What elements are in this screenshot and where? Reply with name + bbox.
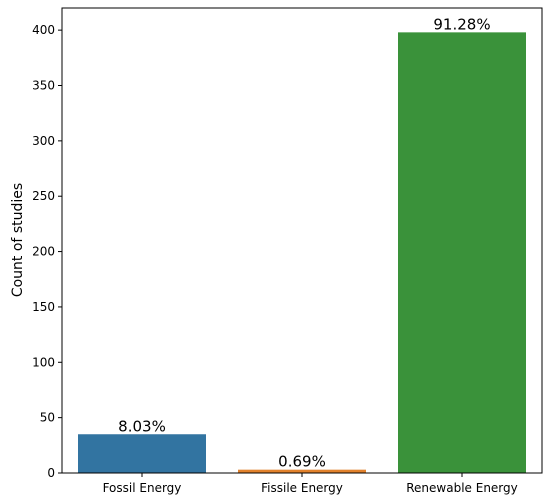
x-tick-label-1: Fissile Energy	[261, 481, 343, 495]
bar-1	[238, 469, 366, 473]
y-tick-label-4: 200	[32, 245, 55, 259]
axes-layer: Fossil Energy Fissile Energy Renewable Ene…	[32, 7, 543, 495]
x-tick-label-2: Renewable Energy	[406, 481, 518, 495]
y-tick-label-3: 150	[32, 300, 55, 314]
bar-data-label-0: 8.03%	[118, 417, 166, 435]
y-tick-label-8: 400	[32, 23, 55, 37]
data-labels-layer: 8.03% 0.69% 91.28%	[118, 15, 490, 470]
y-tick-label-0: 0	[47, 466, 55, 480]
y-tick-label-1: 50	[40, 411, 55, 425]
y-tick-label-2: 100	[32, 355, 55, 369]
bar-data-label-2: 91.28%	[433, 15, 490, 33]
y-axis-title: Count of studies	[10, 183, 26, 297]
x-tick-label-0: Fossil Energy	[103, 481, 182, 495]
y-tick-label-6: 300	[32, 134, 55, 148]
plot-frame	[61, 7, 543, 474]
bar-0	[78, 434, 206, 473]
bar-data-label-1: 0.69%	[278, 453, 326, 471]
bar-2	[398, 32, 526, 473]
bars-layer	[78, 32, 526, 473]
y-tick-label-7: 350	[32, 79, 55, 93]
y-tick-label-5: 250	[32, 189, 55, 203]
